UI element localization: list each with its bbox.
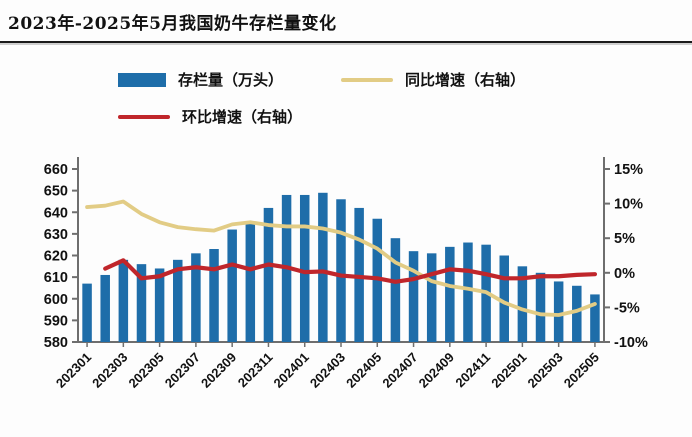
x-tick-label: 202407 xyxy=(379,350,420,391)
y-tick-label: -10% xyxy=(614,335,648,351)
bar xyxy=(209,249,219,342)
bar xyxy=(227,229,237,342)
y-tick-label: 620 xyxy=(44,249,68,265)
bar xyxy=(100,274,110,342)
y-tick-label: 0% xyxy=(614,266,635,282)
legend-label: 存栏量（万头） xyxy=(178,72,284,89)
y-axis-right-labels: 15% 10% 5% 0% -5% -10% xyxy=(604,162,648,351)
bar xyxy=(572,285,582,342)
x-tick-label: 202309 xyxy=(198,350,239,391)
x-tick-label: 202405 xyxy=(343,350,384,391)
y-tick-label: 600 xyxy=(44,292,68,308)
bar xyxy=(263,207,274,342)
x-tick-label: 202311 xyxy=(235,350,276,391)
y-tick-label: 10% xyxy=(614,197,643,213)
bar xyxy=(517,266,528,342)
line-swatch-icon xyxy=(341,77,394,82)
legend-row-2: 环比增速（右轴） xyxy=(118,106,692,127)
page-title: 2023年-2025年5月我国奶牛存栏量变化 xyxy=(8,14,337,34)
bar xyxy=(426,253,437,342)
bar xyxy=(408,251,419,342)
bar xyxy=(390,238,401,342)
bar xyxy=(136,264,147,342)
y-axis-left-labels: 660 650 640 630 620 610 600 590 580 xyxy=(44,162,78,351)
x-tick-label: 202409 xyxy=(416,350,457,391)
bar xyxy=(553,281,564,342)
bar-swatch-icon xyxy=(118,72,166,87)
x-tick-label: 202501 xyxy=(488,350,529,391)
mom-line xyxy=(103,258,598,284)
bar xyxy=(535,272,546,342)
legend-row-1: 存栏量（万头） 同比增速（右轴） xyxy=(118,69,692,90)
bar xyxy=(154,268,165,342)
bar xyxy=(445,246,455,342)
bar xyxy=(191,253,201,342)
x-tick-label: 202403 xyxy=(307,350,348,391)
bar xyxy=(499,255,509,342)
bar xyxy=(463,242,473,342)
y-tick-label: 5% xyxy=(614,231,635,247)
legend-label: 环比增速（右轴） xyxy=(182,109,303,126)
bar xyxy=(82,283,92,342)
x-tick-label: 202307 xyxy=(162,350,203,391)
bars-series xyxy=(82,192,600,342)
bar xyxy=(590,294,600,342)
bar xyxy=(299,194,310,342)
y-tick-label: 640 xyxy=(44,205,68,221)
title-divider xyxy=(0,41,692,45)
x-labels: 2023012023032023052023072023092023112024… xyxy=(53,342,602,391)
bar xyxy=(173,259,183,342)
bar xyxy=(118,259,129,342)
legend-item: 环比增速（右轴） xyxy=(118,106,302,127)
legend-item: 存栏量（万头） xyxy=(118,69,283,90)
bar xyxy=(245,223,256,342)
y-tick-label: 590 xyxy=(44,313,68,329)
chart-area: 660 650 640 630 620 610 600 590 580 15% 10% 5% 0% -5%… xyxy=(0,143,692,408)
yoy-line xyxy=(85,199,597,317)
y-tick-label: 15% xyxy=(614,162,643,178)
y-tick-label: 650 xyxy=(44,184,68,200)
y-tick-label: -5% xyxy=(614,300,640,316)
x-tick-label: 202505 xyxy=(561,350,602,391)
x-tick-label: 202303 xyxy=(89,350,130,391)
chart-legend: 存栏量（万头） 同比增速（右轴） 环比增速（右轴） xyxy=(118,69,692,127)
line-swatch-icon xyxy=(118,114,170,119)
y-tick-label: 580 xyxy=(44,335,68,351)
x-tick-label: 202411 xyxy=(452,350,493,391)
legend-item: 同比增速（右轴） xyxy=(341,69,525,90)
x-tick-label: 202401 xyxy=(271,350,312,391)
chart-svg: 660 650 640 630 620 610 600 590 580 15% 10% 5% 0% -5%… xyxy=(44,157,648,391)
bar xyxy=(318,192,328,342)
legend-label: 同比增速（右轴） xyxy=(405,72,526,89)
bar xyxy=(336,199,346,342)
y-tick-label: 660 xyxy=(44,162,68,178)
x-tick-label: 202301 xyxy=(53,350,94,391)
x-tick-label: 202503 xyxy=(524,350,565,391)
y-tick-label: 630 xyxy=(44,227,68,243)
x-tick-label: 202305 xyxy=(125,350,166,391)
y-tick-label: 610 xyxy=(44,270,68,286)
